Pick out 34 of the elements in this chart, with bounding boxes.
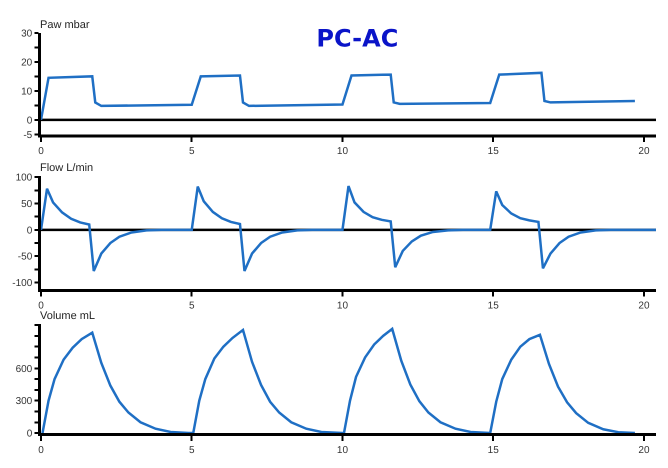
y-tick-label: 10	[21, 86, 33, 98]
y-axis-title: Volume mL	[40, 310, 96, 322]
line-series	[41, 72, 636, 122]
x-tick-label: 15	[488, 146, 500, 158]
y-tick-label: 20	[21, 57, 33, 68]
x-tick-label: 20	[638, 146, 650, 158]
x-tick-label: 0	[38, 444, 44, 456]
x-tick-label: 5	[188, 300, 195, 312]
y-tick-label: 50	[21, 198, 33, 210]
x-tick-label: 5	[188, 444, 195, 456]
chart-title: PC-AC	[316, 24, 398, 52]
x-tick-label: 10	[336, 300, 348, 312]
x-tick-label: 15	[488, 300, 500, 312]
x-tick-label: 20	[638, 444, 650, 456]
x-tick-label: 15	[488, 444, 500, 456]
x-tick-label: 0	[38, 300, 44, 312]
y-tick-label: -50	[18, 252, 33, 263]
y-tick-label: -5	[23, 130, 33, 141]
y-tick-label: 0	[26, 428, 33, 440]
y-tick-label: 30	[21, 28, 33, 40]
y-axis-title: Paw mbar	[40, 19, 90, 31]
y-tick-label: 0	[26, 115, 33, 126]
y-tick-label: 100	[16, 172, 33, 184]
x-tick-label: 20	[638, 300, 650, 312]
line-series	[41, 328, 636, 434]
y-tick-label: -100	[12, 278, 33, 290]
y-axis-title: Flow L/min	[40, 162, 94, 174]
y-tick-label: 0	[26, 225, 33, 236]
y-tick-label: 300	[16, 396, 33, 408]
x-tick-label: 0	[38, 146, 44, 158]
x-tick-label: 10	[336, 444, 348, 456]
y-tick-label: 600	[16, 364, 33, 375]
x-tick-label: 10	[336, 146, 348, 158]
x-tick-label: 5	[188, 146, 195, 158]
